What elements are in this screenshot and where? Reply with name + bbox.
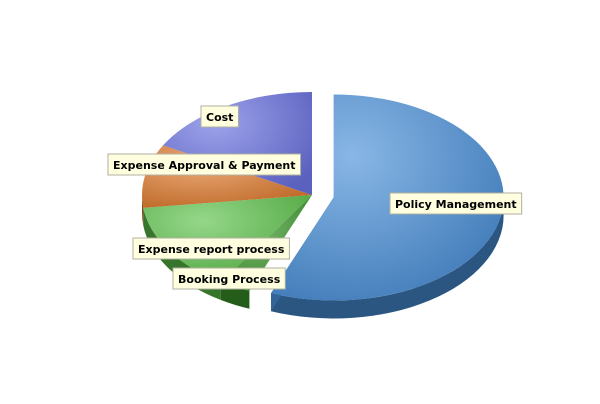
slice-label-box (172, 267, 286, 290)
slice-label-text: Booking Process (178, 273, 281, 286)
slice-label: Expense Approval & Payment (107, 153, 302, 176)
slice-label-box (132, 237, 290, 260)
slice-label-box (200, 105, 239, 128)
slice-label: Booking Process (172, 267, 286, 290)
slice-label-text: Expense report process (138, 243, 285, 256)
slice-label-box (107, 153, 302, 176)
slice-label-box (389, 192, 523, 215)
slice-side-3 (142, 195, 144, 226)
slice-label: Cost (200, 105, 239, 128)
slice-label: Expense report process (132, 237, 290, 260)
slice-label: Policy Management (389, 192, 523, 215)
slice-label-text: Cost (206, 111, 233, 124)
labels-layer: Policy Management Booking Process Expense … (107, 105, 523, 290)
slice-side-0 (271, 197, 504, 319)
slice-label-text: Expense Approval & Payment (113, 159, 296, 172)
pie-slice-policy-management[interactable] (271, 94, 504, 301)
slice-label-text: Policy Management (395, 198, 517, 211)
